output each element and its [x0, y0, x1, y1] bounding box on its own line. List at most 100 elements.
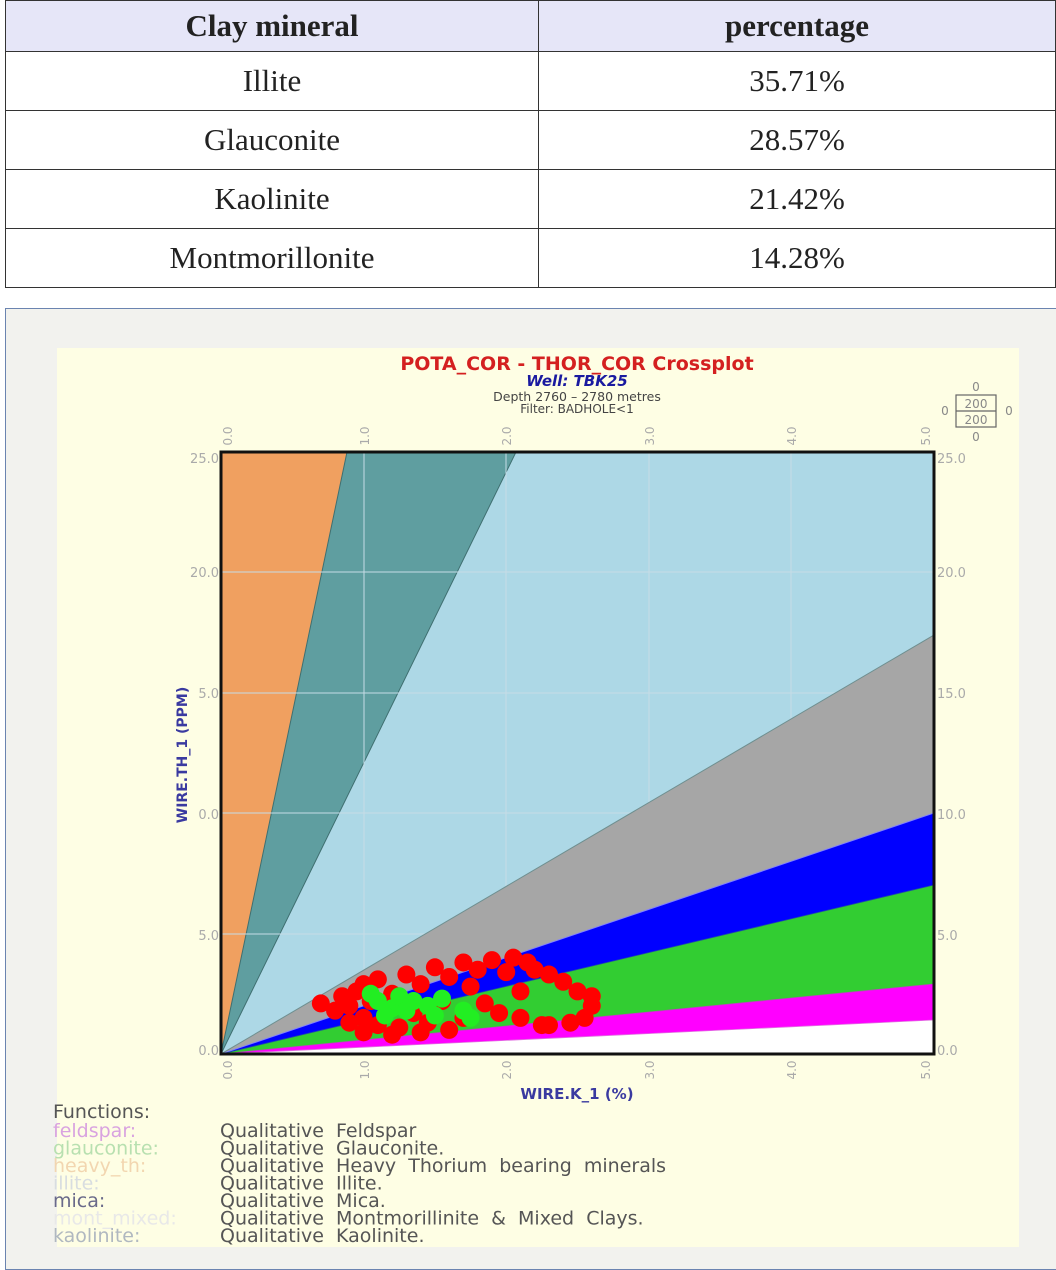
data-point: [354, 1023, 373, 1042]
functions-legend: Functions: feldspar: Qualitative Feldspar…: [53, 1101, 666, 1247]
cell-mineral: Glauconite: [5, 110, 539, 170]
cell-percentage: 21.42%: [538, 169, 1056, 229]
function-key: mont_mixed:: [53, 1208, 177, 1230]
header-percentage: percentage: [538, 0, 1056, 52]
header-clay-mineral: Clay mineral: [5, 0, 539, 52]
table-row: Kaolinite 21.42%: [5, 169, 1056, 229]
x-tick: 1.0: [358, 426, 372, 445]
y-tick: 15.0: [937, 687, 966, 702]
y-tick: 5.0: [937, 929, 958, 944]
function-description: Qualitative Illite.: [220, 1173, 383, 1195]
function-key: mica:: [53, 1190, 105, 1212]
x-tick: 2.0: [500, 426, 514, 445]
plot-area: [221, 452, 934, 1054]
data-point: [461, 1008, 480, 1027]
x-tick: 4.0: [785, 426, 799, 445]
data-point: [411, 1023, 430, 1042]
cell-percentage: 28.57%: [538, 110, 1056, 170]
y-tick: 10.0: [937, 808, 966, 823]
chart-filter: Filter: BADHOLE<1: [520, 402, 633, 416]
table-row: Montmorillonite 14.28%: [5, 228, 1056, 288]
y-axis-label: WIRE.TH_1 (PPM): [175, 687, 191, 823]
data-point: [497, 963, 516, 982]
functions-header: Functions:: [53, 1101, 150, 1123]
chart-depth: Depth 2760 – 2780 metres: [493, 389, 661, 404]
data-point: [375, 1006, 394, 1025]
data-point: [454, 953, 473, 972]
data-point: [340, 1013, 359, 1032]
data-point: [368, 992, 387, 1011]
x-ticks-bottom: 0.0 1.0 2.0 3.0 4.0 5.0: [221, 1060, 933, 1079]
function-key: kaolinite:: [53, 1225, 140, 1247]
function-key: illite:: [53, 1173, 100, 1195]
function-key: heavy_th:: [53, 1155, 146, 1177]
x-tick: 5.0: [919, 426, 933, 445]
data-point: [326, 1001, 345, 1020]
scale-top: 0: [972, 380, 980, 394]
data-point: [390, 987, 409, 1006]
data-point: [504, 948, 523, 967]
cell-mineral: Kaolinite: [5, 169, 539, 229]
function-description: Qualitative Feldspar: [220, 1120, 417, 1142]
x-tick: 1.0: [358, 1060, 372, 1079]
plot-border: [219, 450, 936, 1056]
x-tick: 5.0: [919, 1060, 933, 1079]
y-tick: 0.0: [198, 1044, 219, 1059]
data-point: [468, 960, 487, 979]
scale-lower: 200: [965, 413, 988, 427]
data-point: [490, 1004, 509, 1023]
x-tick: 2.0: [500, 1060, 514, 1079]
function-description: Qualitative Glauconite.: [220, 1138, 444, 1160]
scale-bottom: 0: [972, 430, 980, 444]
y-tick: 0.0: [198, 808, 219, 823]
data-point: [539, 1016, 558, 1035]
function-key: glauconite:: [53, 1138, 159, 1160]
data-point: [582, 987, 601, 1006]
data-point: [368, 970, 387, 989]
scale-box: 0 200 200 0 0 0: [941, 380, 1013, 444]
y-tick: 20.0: [937, 566, 966, 581]
clay-mineral-table: Clay mineral percentage Illite 35.71% Gl…: [5, 0, 1056, 288]
data-point: [440, 967, 459, 986]
data-point: [383, 1025, 402, 1044]
x-ticks-top: 0.0 1.0 2.0 3.0 4.0 5.0: [221, 426, 933, 445]
data-point: [404, 992, 423, 1011]
table-header-row: Clay mineral percentage: [5, 0, 1056, 52]
function-description: Qualitative Mica.: [220, 1190, 386, 1212]
cell-percentage: 35.71%: [538, 51, 1056, 111]
data-point: [511, 1008, 530, 1027]
data-points: [311, 948, 601, 1044]
y-tick: 25.0: [190, 452, 219, 467]
data-point: [425, 958, 444, 977]
y-tick: 25.0: [937, 452, 966, 467]
data-point: [561, 1013, 580, 1032]
data-point: [518, 953, 537, 972]
data-point: [354, 1008, 373, 1027]
function-key: feldspar:: [53, 1120, 136, 1142]
data-point: [482, 951, 501, 970]
cell-percentage: 14.28%: [538, 228, 1056, 288]
chart-well: Well: TBK25: [526, 372, 627, 390]
y-tick: 5.0: [198, 929, 219, 944]
zone-unclassified: [221, 1019, 934, 1054]
data-point: [411, 975, 430, 994]
data-point: [554, 972, 573, 991]
data-point: [440, 1020, 459, 1039]
y-ticks-left: 0.0 5.0 0.0 5.0 20.0 25.0: [190, 452, 219, 1059]
x-tick: 0.0: [221, 426, 235, 445]
function-description: Qualitative Montmorillinite & Mixed Clay…: [220, 1208, 644, 1230]
data-point: [461, 977, 480, 996]
table-row: Glauconite 28.57%: [5, 110, 1056, 170]
data-point: [568, 982, 587, 1001]
y-tick: 0.0: [937, 1044, 958, 1059]
x-tick: 3.0: [643, 426, 657, 445]
scale-left: 0: [941, 404, 949, 418]
y-tick: 20.0: [190, 566, 219, 581]
data-point: [340, 996, 359, 1015]
x-tick: 0.0: [221, 1060, 235, 1079]
data-point: [433, 989, 452, 1008]
y-ticks-right: 0.0 5.0 10.0 15.0 20.0 25.0: [937, 452, 966, 1059]
function-description: Qualitative Kaolinite.: [220, 1225, 424, 1247]
x-tick: 3.0: [643, 1060, 657, 1079]
